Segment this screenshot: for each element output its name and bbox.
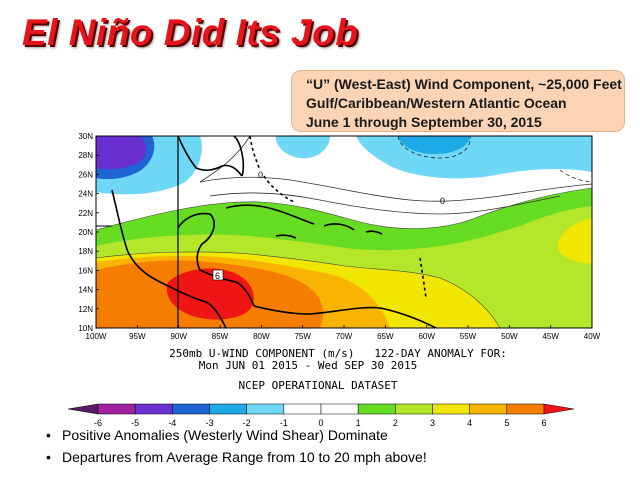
- lon-tick-label: 80W: [253, 332, 270, 341]
- band-3-4-east: [557, 218, 592, 264]
- lat-tick-label: 10N: [78, 324, 93, 333]
- lat-tick-label: 14N: [78, 286, 93, 295]
- bullet-dot-icon: •: [46, 449, 51, 465]
- lat-tick-label: 24N: [78, 190, 93, 199]
- callout-line-2: Gulf/Caribbean/Western Atlantic Ocean: [306, 95, 567, 111]
- callout-line-3: June 1 through September 30, 2015: [306, 114, 542, 130]
- colorbar-swatch: [97, 403, 136, 415]
- contour-thin-2: [199, 136, 251, 183]
- lat-tick-label: 16N: [78, 266, 93, 275]
- bullet-text: Departures from Average Range from 10 to…: [62, 449, 427, 465]
- colorbar-swatch: [357, 403, 396, 415]
- lat-tick-label: 18N: [78, 247, 93, 256]
- callout-line-1: “U” (West-East) Wind Component, ~25,000 …: [306, 76, 622, 92]
- map-caption-line-2: Mon JUN 01 2015 - Wed SEP 30 2015: [199, 359, 418, 372]
- lon-tick-label: 85W: [212, 332, 229, 341]
- bullet-dot-icon: •: [46, 427, 51, 443]
- info-callout: “U” (West-East) Wind Component, ~25,000 …: [291, 70, 625, 132]
- colorbar-label: -4: [168, 418, 176, 428]
- contour-label-six: 6: [215, 271, 220, 281]
- contour-dashed-2: [559, 169, 592, 183]
- lat-tick-label: 30N: [78, 132, 93, 141]
- lon-tick-label: 70W: [336, 332, 353, 341]
- lon-tick-label: 40W: [584, 332, 601, 341]
- bullet-list: • Positive Anomalies (Westerly Wind Shear…: [46, 424, 427, 468]
- colorbar-arrow-left: [67, 403, 99, 415]
- colorbar-swatch: [320, 403, 359, 415]
- lon-tick-label: 95W: [129, 332, 146, 341]
- anomaly-fill-layer: [96, 136, 592, 328]
- colorbar-swatch: [172, 403, 210, 415]
- colorbar-label: -5: [131, 418, 139, 428]
- colorbar-swatch: [469, 403, 508, 415]
- lon-tick-label: 60W: [418, 332, 435, 341]
- lat-tick-label: 22N: [78, 209, 93, 218]
- lat-tick-label: 26N: [78, 170, 93, 179]
- lon-tick-label: 50W: [501, 332, 518, 341]
- contour-label-zero-a: 0: [258, 170, 263, 180]
- colorbar-label: 0: [318, 418, 323, 428]
- bullet-item-2: • Departures from Average Range from 10 t…: [46, 446, 427, 468]
- lon-tick-label: 75W: [294, 332, 311, 341]
- colorbar-label: 2: [393, 418, 398, 428]
- neg-band-center: [275, 136, 330, 159]
- colorbar-swatch: [246, 403, 285, 415]
- colorbar-swatch: [134, 403, 173, 415]
- colorbar-swatch: [395, 403, 433, 415]
- colorbar-label: -3: [205, 418, 213, 428]
- colorbar-label: -6: [94, 418, 102, 428]
- map-dataset-label: NCEP OPERATIONAL DATASET: [239, 379, 398, 392]
- colorbar-label: 1: [356, 418, 361, 428]
- color-scale-bar: -6 -5 -4 -3 -2 -1 0 1 2 3 4 5 6: [67, 403, 575, 428]
- neg-band-2-3: [398, 136, 470, 154]
- colorbar-label: 6: [541, 418, 546, 428]
- colorbar-label: -2: [243, 418, 251, 428]
- contour-thin-1: [209, 192, 561, 215]
- coastlines: [111, 136, 437, 328]
- colorbar-label: 5: [504, 418, 509, 428]
- map-caption-line-1: 250mb U-WIND COMPONENT (m/s) 122-DAY ANO…: [169, 347, 507, 360]
- lon-tick-label: 65W: [377, 332, 394, 341]
- lat-tick-label: 28N: [78, 151, 93, 160]
- colorbar-swatch: [506, 403, 545, 415]
- neg-band-4-5: [96, 136, 147, 170]
- lon-tick-label: 100W: [86, 332, 107, 341]
- lat-tick-label: 20N: [78, 228, 93, 237]
- lat-tick-label: 12N: [78, 305, 93, 314]
- colorbar-arrow-right: [543, 403, 575, 415]
- contour-band-edge-2: [96, 251, 501, 328]
- colorbar-swatch: [283, 403, 322, 415]
- lon-tick-label: 45W: [542, 332, 559, 341]
- lon-tick-label: 90W: [170, 332, 187, 341]
- colorbar-label: 4: [467, 418, 472, 428]
- colorbar-swatch: [432, 403, 470, 415]
- colorbar-label: -1: [280, 418, 288, 428]
- lon-tick-label: 55W: [460, 332, 477, 341]
- contour-dashed-1: [397, 136, 471, 159]
- contour-band-edge: [96, 187, 592, 231]
- bullet-item-1: • Positive Anomalies (Westerly Wind Shear…: [46, 424, 427, 446]
- colorbar-swatch: [209, 403, 247, 415]
- bullet-text: Positive Anomalies (Westerly Wind Shear)…: [62, 427, 388, 443]
- colorbar-label: 3: [430, 418, 435, 428]
- contour-label-zero-b: 0: [440, 196, 445, 206]
- slide-title: El Niño Did Its Job: [22, 12, 359, 53]
